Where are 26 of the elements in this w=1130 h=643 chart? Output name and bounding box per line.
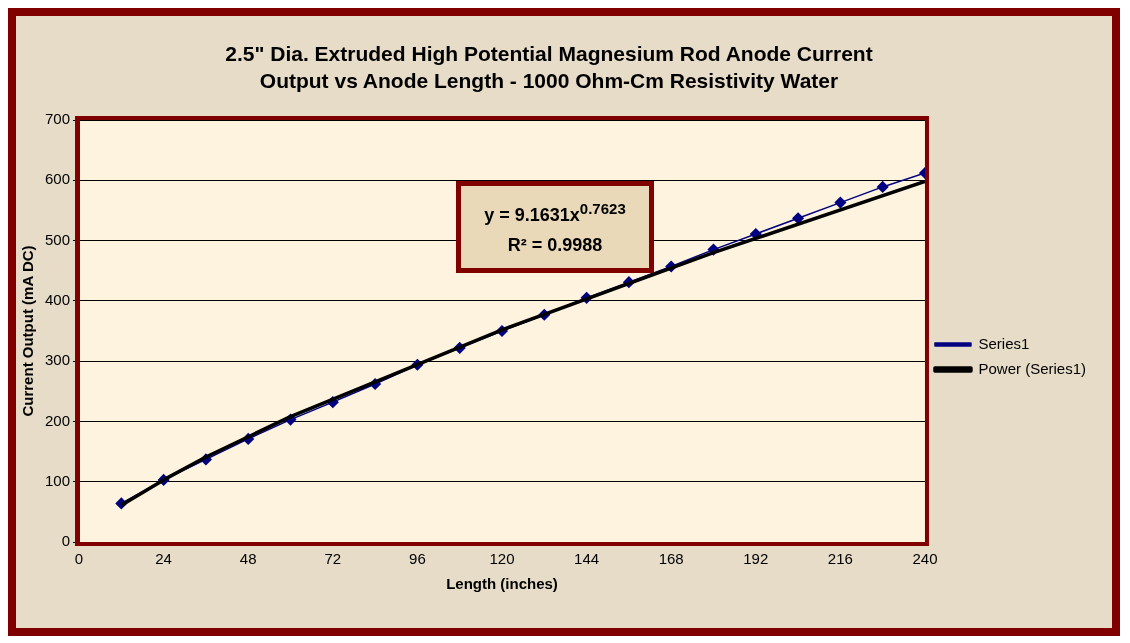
x-tick-label: 48 [239, 550, 257, 568]
legend-label: Series1 [978, 334, 1030, 352]
y-tick-label: 100 [45, 471, 71, 489]
x-tick-label: 0 [74, 550, 84, 568]
y-tick-label: 700 [45, 110, 71, 128]
x-tick-label: 96 [409, 550, 426, 568]
x-tick-label: 24 [155, 550, 172, 568]
x-tick-label: 120 [489, 550, 515, 568]
x-tick-label: 216 [827, 550, 853, 568]
y-tick-label: 200 [45, 411, 71, 429]
y-tick-label: 0 [61, 532, 71, 550]
y-tick-label: 300 [45, 351, 71, 369]
x-tick-label: 72 [324, 550, 342, 568]
y-tick-label: 500 [45, 230, 71, 248]
y-tick-label: 600 [45, 170, 71, 188]
x-tick-label: 192 [743, 550, 769, 568]
x-axis-title: Length (inches) [446, 575, 558, 593]
annotation: R² = 0.9988 [506, 234, 604, 257]
x-tick-label: 240 [912, 550, 938, 568]
x-tick-label: 144 [574, 550, 600, 568]
y-axis-title: Current Output (mA DC) [19, 245, 37, 417]
annotation: y = 9.1631x$^{0.7623}$ [483, 199, 627, 227]
y-tick-label: 400 [45, 291, 71, 308]
x-tick-label: 168 [658, 550, 684, 568]
legend-label: Power (Series1) [978, 359, 1087, 377]
chart-title: 2.5" Dia. Extruded High Potential Magnesium Rod Anode Current Output vs Anode Length - 1000 Ohm-Cm Resistivity Water [224, 41, 874, 94]
